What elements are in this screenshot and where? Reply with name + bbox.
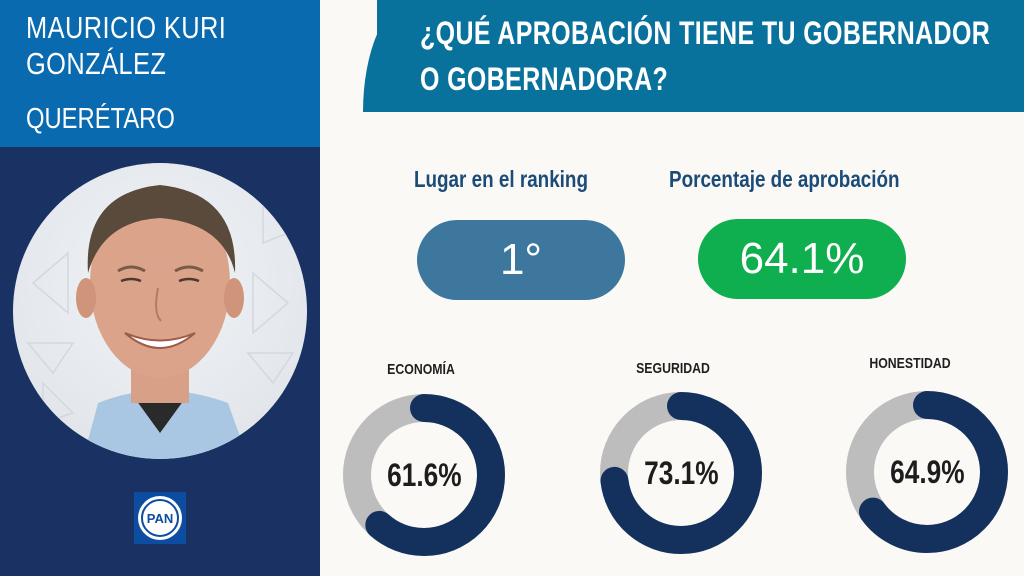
economy-value: 61.6% — [386, 456, 462, 493]
title-line-1: ¿QUÉ APROBACIÓN TIENE TU GOBERNADOR — [420, 15, 991, 51]
economy-donut: 61.6% — [342, 393, 506, 557]
page-title: ¿QUÉ APROBACIÓN TIENE TU GOBERNADOR O GO… — [420, 10, 990, 102]
economy-label: ECONOMÍA — [387, 361, 455, 378]
title-banner — [363, 0, 1024, 112]
honesty-donut: 64.9% — [845, 390, 1009, 554]
name-line-1: MAURICIO KURI — [26, 10, 227, 45]
honesty-label: HONESTIDAD — [869, 355, 951, 372]
approval-badge: 64.1% — [698, 219, 906, 299]
honesty-value: 64.9% — [889, 453, 965, 490]
approval-label: Porcentaje de aprobación — [669, 166, 900, 192]
donut-chart-icon — [846, 391, 1008, 553]
profile-header: MAURICIO KURI GONZÁLEZ QUERÉTARO — [0, 0, 320, 147]
governor-name: MAURICIO KURI GONZÁLEZ — [26, 10, 226, 82]
donut-chart-icon — [600, 392, 762, 554]
security-value: 73.1% — [643, 454, 719, 491]
ranking-label: Lugar en el ranking — [414, 166, 588, 192]
governor-photo — [13, 163, 307, 459]
title-line-2: O GOBERNADORA? — [420, 61, 669, 97]
profile-panel: MAURICIO KURI GONZÁLEZ QUERÉTARO — [0, 0, 320, 576]
name-line-2: GONZÁLEZ — [26, 46, 167, 81]
state-name: QUERÉTARO — [26, 103, 175, 135]
security-label: SEGURIDAD — [636, 360, 710, 377]
portrait-illustration — [26, 185, 295, 459]
ranking-badge: 1° — [417, 220, 625, 300]
security-donut: 73.1% — [599, 391, 763, 555]
pan-logo-icon: PAN — [141, 499, 179, 537]
party-logo: PAN — [134, 492, 186, 544]
donut-chart-icon — [343, 394, 505, 556]
